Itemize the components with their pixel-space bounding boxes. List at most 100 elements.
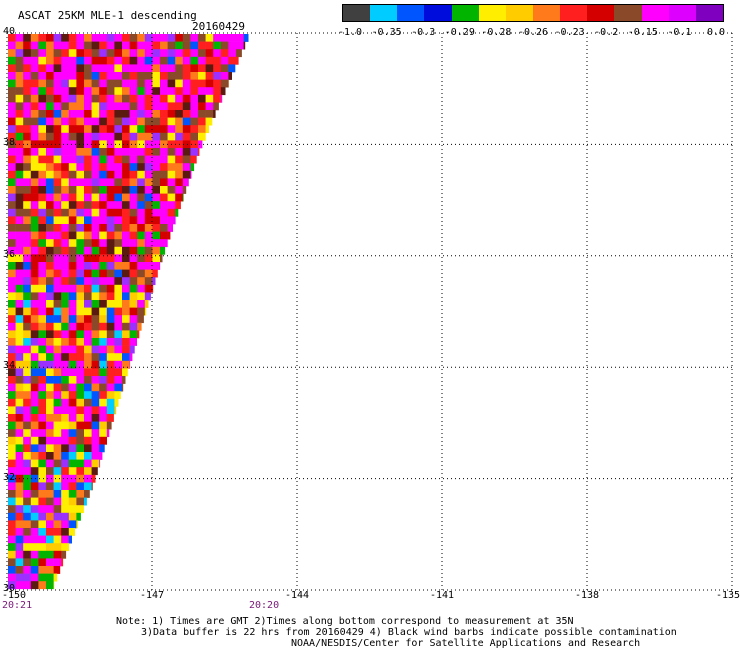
swath-cell xyxy=(190,94,199,103)
swath-cell xyxy=(61,72,70,80)
swath-cell xyxy=(106,368,115,377)
color-scale-segment xyxy=(695,5,723,21)
swath-cell xyxy=(23,452,32,460)
swath-cell xyxy=(30,421,39,430)
swath-cell xyxy=(38,543,47,552)
swath-cell xyxy=(167,102,176,111)
note-line-1: Note: 1) Times are GMT 2)Times along bot… xyxy=(116,616,574,627)
swath-cell xyxy=(76,79,85,88)
swath-cell xyxy=(228,64,236,73)
swath-cell xyxy=(91,436,100,445)
swath-cell xyxy=(129,140,138,149)
swath-cell xyxy=(53,292,62,301)
swath-cell xyxy=(76,505,84,514)
swath-cell xyxy=(38,512,47,521)
swath-cell xyxy=(15,262,24,270)
swath-cell xyxy=(38,573,47,582)
swath-cell xyxy=(76,125,85,134)
swath-cell xyxy=(8,49,16,58)
swath-cell xyxy=(182,102,191,111)
swath-cell xyxy=(38,360,47,369)
swath-cell xyxy=(182,132,191,141)
swath-cell xyxy=(76,178,85,187)
swath-cell xyxy=(30,581,39,590)
swath-cell xyxy=(144,110,153,118)
swath-cell xyxy=(152,186,161,194)
swath-cell xyxy=(152,110,161,118)
swath-cell xyxy=(23,277,32,286)
swath-cell xyxy=(122,246,130,255)
swath-cell xyxy=(220,49,229,58)
swath-cell xyxy=(23,64,32,73)
swath-cell xyxy=(53,444,62,453)
swath-cell xyxy=(122,239,130,248)
swath-cell xyxy=(144,56,153,65)
swath-cell xyxy=(38,231,47,240)
swath-cell xyxy=(61,391,70,400)
swath-cell xyxy=(99,148,108,156)
swath-cell xyxy=(61,300,70,308)
swath-cell xyxy=(84,125,92,134)
swath-cell xyxy=(61,239,70,248)
swath-cell xyxy=(182,49,191,58)
swath-cell xyxy=(38,558,47,567)
swath-cell xyxy=(106,155,115,164)
swath-cell xyxy=(30,459,39,468)
swath-cell xyxy=(46,543,54,552)
swath-cell xyxy=(84,186,92,194)
swath-cell xyxy=(99,360,108,369)
swath-cell xyxy=(46,110,54,118)
swath-cell xyxy=(198,64,206,73)
swath-cell xyxy=(84,490,90,498)
swath-cell xyxy=(91,452,100,460)
swath-cell xyxy=(91,231,100,240)
color-scale-segment xyxy=(451,5,479,21)
swath-cell xyxy=(190,140,199,149)
swath-cell xyxy=(84,452,92,460)
swath-cell xyxy=(46,140,54,149)
swath-cell xyxy=(175,178,184,187)
swath-cell xyxy=(30,239,39,248)
swath-cell xyxy=(68,110,77,118)
swath-cell xyxy=(152,155,161,164)
swath-cell xyxy=(122,193,130,202)
swath-cell xyxy=(46,376,54,384)
swath-cell xyxy=(114,140,123,149)
swath-cell xyxy=(84,216,92,225)
swath-cell xyxy=(23,528,32,536)
swath-cell xyxy=(15,338,24,346)
swath-cell xyxy=(167,178,176,187)
swath-cell xyxy=(122,163,130,172)
swath-cell xyxy=(190,72,199,80)
swath-cell xyxy=(114,148,123,156)
swath-cell xyxy=(68,512,77,521)
swath-cell xyxy=(91,170,100,179)
swath-cell xyxy=(61,125,70,134)
swath-cell xyxy=(91,254,100,263)
swath-cell xyxy=(8,338,16,346)
swath-cell xyxy=(68,414,77,422)
swath-cell xyxy=(8,322,16,331)
swath-cell xyxy=(106,262,115,270)
swath-cell xyxy=(15,224,24,232)
swath-cell xyxy=(53,550,62,559)
swath-cell xyxy=(15,125,24,134)
swath-cell xyxy=(38,414,47,422)
swath-cell xyxy=(190,87,199,96)
swath-cell xyxy=(236,41,244,50)
swath-cell xyxy=(152,140,161,149)
swath-cell xyxy=(137,330,140,339)
swath-cell xyxy=(23,543,32,552)
swath-cell xyxy=(30,41,39,50)
swath-cell xyxy=(76,224,85,232)
swath-cell xyxy=(76,254,85,263)
swath-cell xyxy=(91,398,100,407)
swath-cell xyxy=(84,292,92,301)
swath-cell xyxy=(190,110,199,118)
swath-cell xyxy=(114,269,123,278)
swath-cell xyxy=(76,391,85,400)
swath-cell xyxy=(8,391,16,400)
swath-cell xyxy=(15,497,24,506)
swath-cell xyxy=(152,246,161,255)
swath-cell xyxy=(68,178,77,187)
